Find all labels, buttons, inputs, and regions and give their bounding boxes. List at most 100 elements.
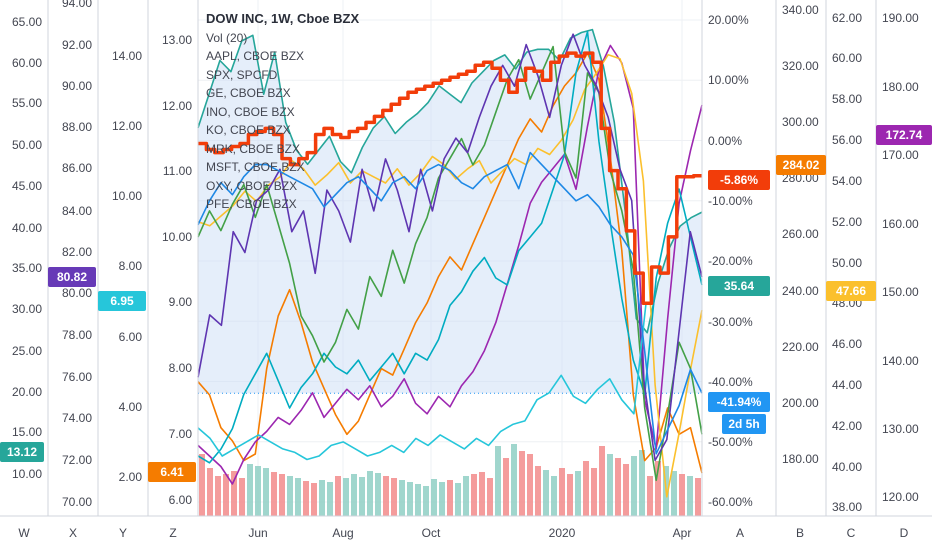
axis-tick-label: 12.00 (162, 99, 192, 113)
axis-tick-label: 340.00 (782, 3, 819, 17)
axis-tick-label: 10.00 (162, 230, 192, 244)
axis-tick-label: -20.00% (708, 254, 753, 268)
volume-bar (615, 458, 621, 516)
volume-bar (423, 486, 429, 516)
axis-tick-label: 190.00 (882, 11, 919, 25)
badge-w: 13.12 (7, 445, 37, 459)
series-line-pfe (197, 151, 703, 455)
badge-x: 80.82 (57, 270, 87, 284)
axis-tick-label: 40.00 (12, 221, 42, 235)
axis-tick-label: 6.00 (169, 493, 193, 507)
legend-item[interactable]: MRK, CBOE BZX (206, 141, 301, 156)
volume-bar (439, 482, 445, 516)
volume-bar (431, 479, 437, 516)
badge-a-countdown-bg (722, 414, 766, 434)
series-line-oxy (197, 303, 647, 461)
badge-z-bg (148, 462, 196, 482)
volume-bar (375, 473, 381, 516)
axis-tick-label: 74.00 (62, 411, 92, 425)
axis-tick-label: 11.00 (163, 164, 192, 178)
axis-tick-label: 180.00 (882, 80, 919, 94)
axis-tick-label: 55.00 (12, 96, 42, 110)
axis-tick-label: 130.00 (882, 422, 919, 436)
badge-a-spx: 35.64 (724, 279, 754, 293)
badge-z: 6.41 (160, 465, 184, 479)
volume-bar (319, 480, 325, 516)
badge-a-dow: -5.86% (720, 173, 758, 187)
bottom-axis-label: A (736, 526, 744, 540)
volume-bar (311, 483, 317, 516)
axis-tick-label: 120.00 (882, 490, 919, 504)
volume-bar (479, 472, 485, 516)
volume-bar (199, 454, 205, 516)
axis-tick-label: 300.00 (782, 115, 819, 129)
volume-bar (679, 474, 685, 516)
volume-bar (543, 470, 549, 516)
axis-tick-label: -60.00% (708, 495, 753, 509)
axis-tick-label: 200.00 (782, 396, 819, 410)
badge-d: 172.74 (886, 128, 923, 142)
axis-tick-label: 60.00 (12, 56, 42, 70)
axis-tick-label: 70.00 (62, 495, 92, 509)
badge-y-bg (98, 291, 146, 311)
volume-bar (687, 476, 693, 516)
volume-bar (527, 454, 533, 516)
axis-tick-label: 72.00 (62, 453, 92, 467)
volume-bar (255, 466, 261, 516)
badge-a-spx-bg (708, 276, 770, 296)
volume-bar (551, 476, 557, 516)
legend-item[interactable]: OXY, CBOE BZX (206, 178, 298, 193)
volume-bar (383, 476, 389, 516)
volume-bar (487, 478, 493, 516)
badge-a-pfe-bg (708, 392, 770, 412)
legend-item[interactable]: Vol (20) (206, 30, 248, 45)
legend-item[interactable]: INO, CBOE BZX (206, 104, 295, 119)
volume-bar (295, 478, 301, 516)
volume-bar (591, 468, 597, 516)
axis-tick-label: 40.00 (832, 460, 862, 474)
legend-item[interactable]: KO, CBOE BZX (206, 123, 291, 137)
volume-bar (287, 476, 293, 516)
volume-bar (303, 481, 309, 516)
axis-tick-label: -30.00% (708, 315, 753, 329)
legend-item[interactable]: SPX, SPCFD (206, 67, 278, 82)
volume-bar (359, 477, 365, 516)
volume-bar (239, 478, 245, 516)
axis-tick-label: 25.00 (12, 344, 42, 358)
volume-bar (279, 474, 285, 516)
axis-tick-label: 260.00 (782, 227, 819, 241)
spx-area-fill (198, 29, 702, 394)
series-line-spx (197, 28, 703, 334)
axis-tick-label: 180.00 (782, 452, 819, 466)
legend-item[interactable]: PFE, CBOE BZX (206, 197, 297, 211)
volume-bar (351, 474, 357, 516)
bottom-axis-label: Z (169, 526, 176, 540)
axis-tick-label: 6.00 (119, 330, 143, 344)
badge-a-pfe: -41.94% (717, 395, 762, 409)
legend-item[interactable]: MSFT, CBOE BZX (206, 160, 305, 174)
series-line-ino (197, 44, 703, 485)
axis-tick-label: 90.00 (62, 79, 92, 93)
series-line-dow (198, 51, 702, 305)
volume-bar (695, 478, 701, 516)
volume-bar (327, 482, 333, 516)
volume-bar (263, 468, 269, 516)
bottom-axis-label: W (18, 526, 30, 540)
volume-bar (503, 458, 509, 516)
legend-item[interactable]: AAPL, CBOE BZX (206, 49, 305, 63)
volume-bar (559, 468, 565, 516)
volume-bar (535, 466, 541, 516)
volume-bar (607, 454, 613, 516)
axis-tick-label: 46.00 (832, 337, 862, 351)
volume-bar (367, 471, 373, 516)
axis-tick-label: 320.00 (782, 59, 819, 73)
bottom-axis-label: D (900, 526, 909, 540)
axis-tick-label: 58.00 (832, 92, 862, 106)
badge-c: 47.66 (836, 284, 866, 298)
volume-bar (511, 444, 517, 516)
legend-item[interactable]: GE, CBOE BZX (206, 86, 291, 100)
volume-bar (415, 484, 421, 516)
axis-tick-label: 82.00 (62, 245, 92, 259)
